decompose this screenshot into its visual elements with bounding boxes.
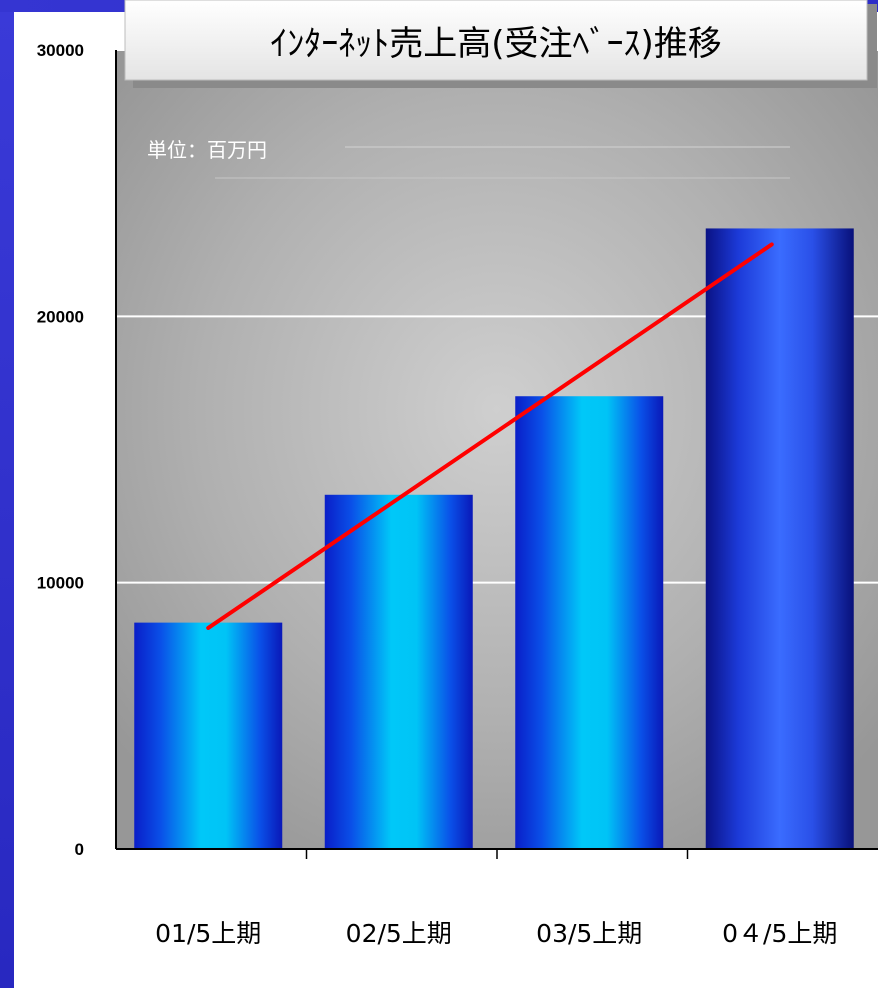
y-tick-labels: 0 10000 20000 30000: [37, 41, 84, 859]
y-tick-label: 30000: [37, 41, 84, 60]
title-box: ｲﾝﾀｰﾈｯﾄ売上高(受注ﾍﾞｰｽ)推移: [124, 0, 877, 88]
bar: [134, 622, 283, 849]
y-tick-label: 0: [75, 840, 84, 859]
bar: [324, 494, 473, 849]
trend-line: [206, 242, 774, 630]
bars: [134, 228, 854, 849]
y-tick-label: 20000: [37, 307, 84, 326]
left-frame-bar: [0, 0, 14, 988]
x-tick-labels: 01/5上期 02/5上期 03/5上期 0４/5上期: [155, 919, 837, 948]
x-tick-marks: [305, 849, 689, 859]
x-tick-label: 02/5上期: [346, 919, 452, 948]
unit-label: 単位：百万円: [147, 138, 267, 162]
x-tick-label: 03/5上期: [536, 919, 642, 948]
bar: [515, 396, 664, 849]
y-tick-label: 10000: [37, 574, 84, 593]
x-tick-label: 01/5上期: [155, 919, 261, 948]
bar: [705, 228, 854, 849]
chart-title: ｲﾝﾀｰﾈｯﾄ売上高(受注ﾍﾞｰｽ)推移: [270, 24, 722, 64]
x-tick-label: 0４/5上期: [722, 919, 837, 948]
